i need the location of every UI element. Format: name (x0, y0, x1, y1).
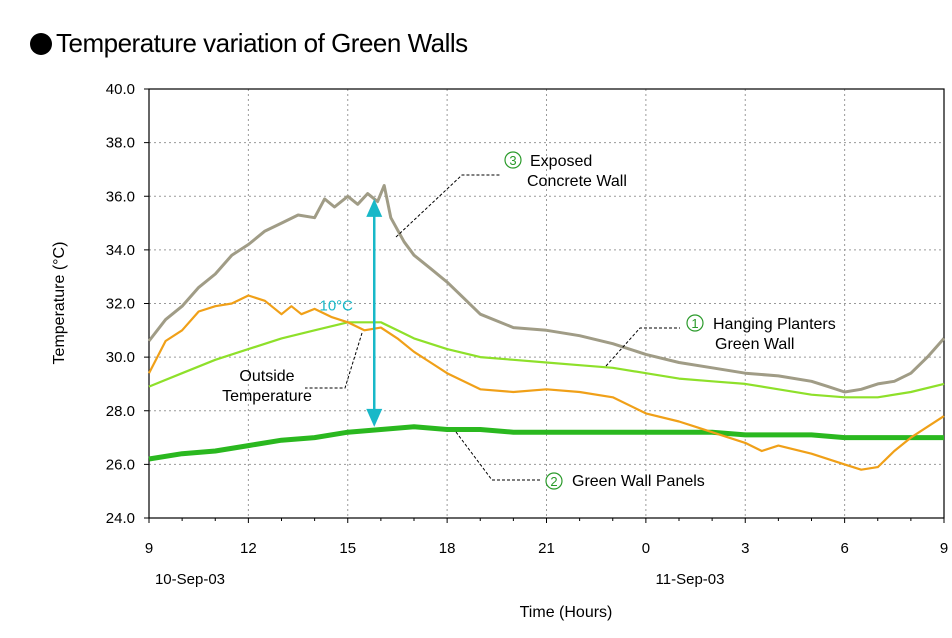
x-tick-label: 9 (940, 540, 948, 557)
y-tick-label: 40.0 (106, 81, 135, 98)
delta-arrow-head-bottom (366, 408, 383, 427)
leader-line-hanging-planters-green-wall (605, 327, 680, 367)
y-tick-label: 38.0 (106, 135, 135, 152)
y-axis-label: Temperature (°C) (51, 242, 68, 365)
series-label-outside-temperature: Outside (239, 368, 294, 385)
marker-circle-hanging-planters-green-wall (686, 314, 704, 332)
series-label-hanging-planters-green-wall: Green Wall (715, 336, 794, 353)
y-tick-label: 34.0 (106, 242, 135, 259)
grid-lines (149, 89, 944, 518)
x-tick-label: 9 (145, 540, 153, 557)
series-line-hanging-planters-green-wall (148, 321, 945, 399)
chart-title: Temperature variation of Green Walls (56, 28, 468, 58)
bullet-icon (30, 32, 52, 55)
x-tick-label: 21 (538, 540, 555, 557)
marker-number-green-wall-panels: 2 (550, 474, 557, 489)
y-axis-ticks: 24.0 26.0 28.0 30.0 32.0 34.0 36.0 38.0 40.0 (106, 81, 149, 527)
y-tick-label: 36.0 (106, 188, 135, 205)
series-line-outside-temperature (148, 294, 945, 471)
delta-arrow-head-top (366, 198, 383, 217)
x-tick-label: 12 (240, 540, 257, 557)
series-line-green-wall-panels (148, 424, 944, 462)
date-label-start: 10-Sep-03 (155, 571, 225, 588)
marker-number-hanging-planters-green-wall: 1 (691, 316, 698, 331)
series-label-exposed-concrete-wall: Exposed (530, 153, 592, 170)
date-label-end: 11-Sep-03 (656, 571, 725, 588)
series-label-hanging-planters-green-wall: Hanging Planters (713, 316, 836, 333)
leader-line-exposed-concrete-wall (395, 174, 500, 238)
delta-label: 10°C (319, 297, 353, 314)
x-tick-label: 3 (741, 540, 749, 557)
annotations-group: 3 Exposed Concrete Wall 1 Hanging Planters Gr… (222, 151, 836, 490)
series-label-exposed-concrete-wall: Concrete Wall (527, 173, 627, 190)
marker-circle-exposed-concrete-wall (504, 151, 522, 169)
chart-title-row: Temperature variation of Green Walls (30, 28, 468, 59)
series-line-exposed-concrete-wall (147, 184, 946, 394)
x-axis-ticks: 9 12 15 18 21 0 3 6 9 (145, 518, 948, 557)
y-tick-label: 24.0 (106, 510, 135, 527)
series-group (147, 184, 946, 471)
leader-line-outside-temperature (305, 332, 363, 389)
marker-circle-green-wall-panels (545, 472, 563, 490)
series-label-outside-temperature: Temperature (222, 388, 312, 405)
x-tick-label: 15 (339, 540, 356, 557)
y-tick-label: 32.0 (106, 296, 135, 313)
x-tick-label: 18 (439, 540, 456, 557)
x-axis-label: Time (Hours) (520, 604, 613, 621)
x-tick-label: 6 (840, 540, 848, 557)
leader-line-green-wall-panels (455, 431, 540, 481)
marker-number-exposed-concrete-wall: 3 (509, 153, 516, 168)
y-tick-label: 26.0 (106, 456, 135, 473)
x-tick-label: 0 (642, 540, 650, 557)
y-tick-label: 28.0 (106, 403, 135, 420)
series-label-green-wall-panels: Green Wall Panels (572, 473, 705, 490)
y-tick-label: 30.0 (106, 349, 135, 366)
